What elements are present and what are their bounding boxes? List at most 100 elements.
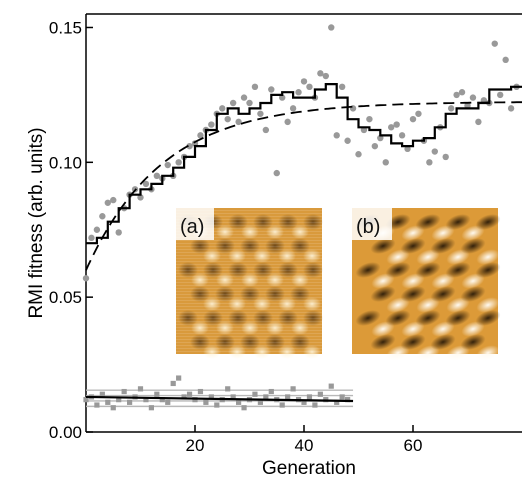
x-tick-label: 40 (295, 436, 314, 455)
inset-a-label: (a) (180, 216, 204, 238)
inset-b-dark-spot (475, 214, 501, 230)
lower-point (176, 375, 182, 381)
y-tick-label: 0.00 (49, 423, 82, 442)
lower-point (306, 394, 313, 400)
fitness-point (409, 115, 417, 123)
inset-b-dark-spot (460, 238, 486, 254)
lower-point (301, 399, 307, 405)
y-tick-label: 0.10 (49, 153, 82, 172)
fitness-point (164, 161, 171, 169)
fitness-point (415, 110, 422, 117)
lower-point (143, 397, 149, 403)
inset-b-light-spot (476, 345, 500, 361)
inset-b-light-spot (476, 249, 500, 265)
inset-b-dark-spot (385, 310, 411, 326)
lower-point (186, 391, 193, 397)
lower-point (241, 405, 247, 411)
lower-point (290, 386, 296, 392)
inset-b-dark-spot (430, 238, 456, 254)
fitness-point (344, 137, 351, 144)
inset-b-light-spot (476, 297, 500, 313)
inset-b-label-box (352, 208, 392, 240)
fit-curve-dashed (85, 101, 522, 271)
fitness-point (507, 105, 515, 112)
fitness-point (251, 83, 259, 91)
fitness-point (246, 99, 253, 107)
fitness-point (458, 89, 466, 96)
fitness-point (273, 169, 280, 177)
lower-point (268, 388, 274, 395)
lower-point (285, 394, 291, 400)
fitness-point (306, 83, 313, 91)
inset-b-dark-spot (415, 214, 441, 230)
x-axis-title: Generation (262, 458, 356, 479)
inset-b-label: (b) (356, 216, 380, 238)
fitness-point (393, 121, 400, 128)
y-axis-title: RMI fitness (arb. units) (26, 127, 47, 318)
fitness-point (464, 102, 471, 109)
fitness-point (262, 126, 270, 134)
inset-b-dark-spot (355, 262, 381, 278)
lower-point (127, 399, 133, 405)
fitness-point (197, 132, 204, 139)
fitness-point (240, 94, 248, 101)
fitness-point (153, 172, 161, 180)
fitness-point (284, 118, 291, 126)
inset-b-dark-spot (415, 310, 441, 326)
inset-b-dark-spot (400, 334, 426, 350)
lower-point (181, 394, 187, 400)
lower-point (121, 388, 127, 395)
inset-b-dark-spot (475, 310, 501, 326)
inset-b-dark-spot (460, 334, 486, 350)
lower-point (83, 397, 89, 403)
fitness-point (219, 105, 226, 112)
lower-point (116, 397, 122, 403)
lower-point (334, 399, 340, 405)
inset-b-dark-spot (475, 262, 501, 278)
fitness-lines (85, 83, 522, 403)
lower-point (110, 405, 116, 411)
fitness-point (382, 159, 389, 166)
fitness-point (186, 142, 193, 150)
fitness-point (142, 180, 150, 188)
lower-point (197, 388, 204, 395)
fitness-point (235, 118, 242, 126)
fitness-point (338, 83, 346, 91)
fitness-point (388, 124, 395, 131)
lower-point (137, 386, 144, 392)
lower-point (154, 391, 160, 397)
x-tick-label: 20 (186, 436, 205, 455)
fitness-point (99, 213, 106, 220)
fitness-point (300, 78, 308, 85)
inset-b-dark-spot (445, 262, 471, 278)
inset-b-dark-spot (400, 238, 426, 254)
lower-point (236, 399, 242, 405)
lower-point (263, 394, 269, 400)
fitness-point (398, 132, 406, 139)
fitness-point (431, 148, 438, 155)
inset-b-dark-spot (400, 286, 426, 302)
fitness-point (502, 56, 509, 64)
lower-point (148, 405, 154, 411)
fitness-point (175, 159, 182, 166)
lower-point (203, 399, 209, 405)
inset-b-dark-spot (370, 334, 396, 350)
lower-point (328, 383, 334, 389)
inset-image-a: (a) (176, 208, 323, 359)
lower-point (214, 402, 220, 408)
fitness-point (371, 142, 379, 150)
inset-b-dark-spot (370, 238, 396, 254)
fitness-point (442, 153, 449, 161)
fitness-point (93, 226, 101, 233)
y-tick-label: 0.05 (49, 288, 82, 307)
fitness-point (366, 115, 373, 123)
inset-b-dark-spot (385, 262, 411, 278)
lower-point (170, 380, 176, 387)
x-axis-ticks: 20 40 60 (186, 425, 422, 455)
lower-point (230, 394, 236, 400)
fitness-point (115, 229, 122, 236)
y-axis-ticks: 0.00 0.05 0.10 0.15 (49, 18, 93, 442)
lower-point (339, 394, 345, 400)
fitness-point (453, 91, 460, 99)
fitness-point (268, 86, 275, 93)
